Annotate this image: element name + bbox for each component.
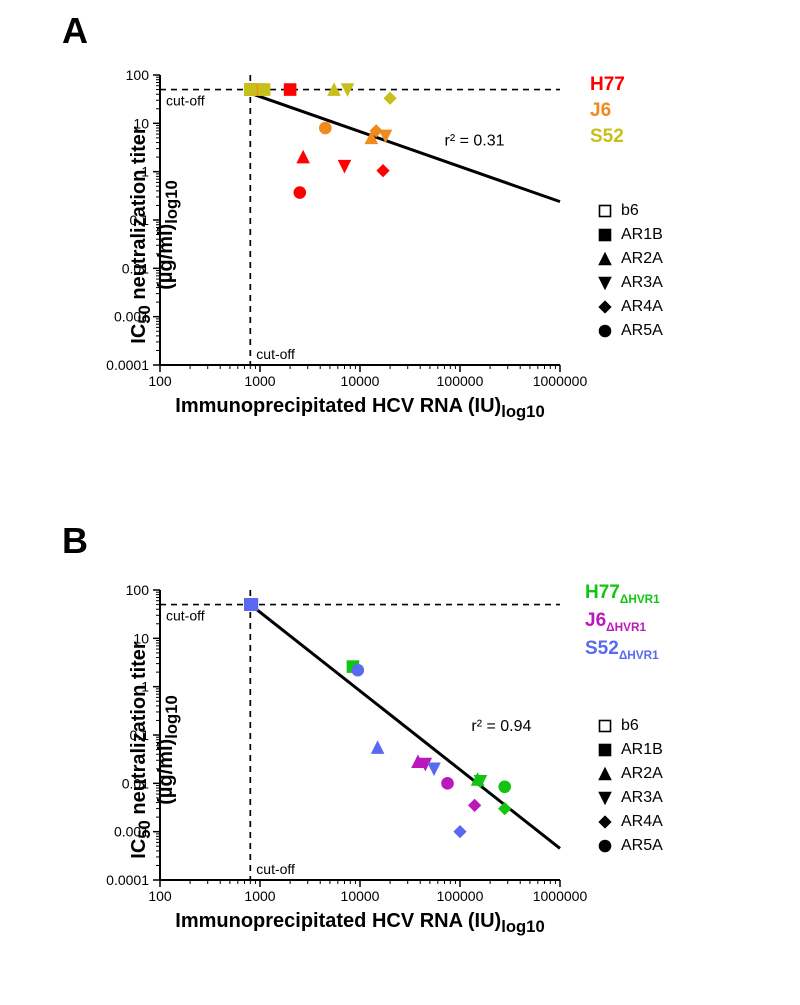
svg-text:100000: 100000 <box>437 373 484 389</box>
svg-text:0.01: 0.01 <box>122 260 149 276</box>
svg-text:r² = 0.94: r² = 0.94 <box>471 718 531 735</box>
svg-text:AR4A: AR4A <box>621 298 663 315</box>
svg-text:b6: b6 <box>621 202 639 219</box>
svg-text:cut-off: cut-off <box>256 861 295 877</box>
svg-text:1: 1 <box>141 164 149 180</box>
svg-text:S52ΔHVR1: S52ΔHVR1 <box>585 638 659 662</box>
svg-text:1000: 1000 <box>244 373 275 389</box>
svg-text:r² = 0.31: r² = 0.31 <box>445 132 505 149</box>
svg-text:cut-off: cut-off <box>166 93 205 109</box>
svg-text:10: 10 <box>133 115 149 131</box>
svg-text:J6: J6 <box>590 100 611 121</box>
svg-text:0.001: 0.001 <box>114 824 149 840</box>
svg-text:AR4A: AR4A <box>621 813 663 830</box>
svg-text:AR2A: AR2A <box>621 250 663 267</box>
svg-text:0.001: 0.001 <box>114 309 149 325</box>
svg-text:cut-off: cut-off <box>166 608 205 624</box>
svg-text:0.0001: 0.0001 <box>106 872 149 888</box>
svg-text:AR1B: AR1B <box>621 741 663 758</box>
svg-text:10000: 10000 <box>341 888 380 904</box>
figure-svg: 100 1000 10000 100000 1000000 0.0001 0.001 0.01… <box>0 0 800 1005</box>
svg-text:0.1: 0.1 <box>130 212 150 228</box>
svg-text:10000: 10000 <box>341 373 380 389</box>
svg-text:AR3A: AR3A <box>621 789 663 806</box>
svg-text:0.0001: 0.0001 <box>106 357 149 373</box>
svg-text:AR5A: AR5A <box>621 322 663 339</box>
svg-text:AR1B: AR1B <box>621 226 663 243</box>
svg-text:1000000: 1000000 <box>533 373 588 389</box>
svg-text:1000: 1000 <box>244 888 275 904</box>
svg-text:100: 100 <box>126 582 150 598</box>
svg-text:AR5A: AR5A <box>621 837 663 854</box>
svg-text:1: 1 <box>141 679 149 695</box>
svg-text:AR3A: AR3A <box>621 274 663 291</box>
svg-text:J6ΔHVR1: J6ΔHVR1 <box>585 610 646 634</box>
svg-text:10: 10 <box>133 630 149 646</box>
svg-text:100000: 100000 <box>437 888 484 904</box>
svg-text:H77ΔHVR1: H77ΔHVR1 <box>585 582 660 606</box>
svg-text:b6: b6 <box>621 717 639 734</box>
svg-text:0.1: 0.1 <box>130 727 150 743</box>
svg-text:AR2A: AR2A <box>621 765 663 782</box>
svg-text:1000000: 1000000 <box>533 888 588 904</box>
figure-page: { "figure": { "width": 800, "height": 10… <box>0 0 800 1005</box>
svg-text:S52: S52 <box>590 126 624 147</box>
svg-text:100: 100 <box>148 888 172 904</box>
svg-text:100: 100 <box>148 373 172 389</box>
svg-text:cut-off: cut-off <box>256 346 295 362</box>
svg-text:H77: H77 <box>590 74 625 95</box>
svg-text:100: 100 <box>126 67 150 83</box>
svg-text:0.01: 0.01 <box>122 775 149 791</box>
